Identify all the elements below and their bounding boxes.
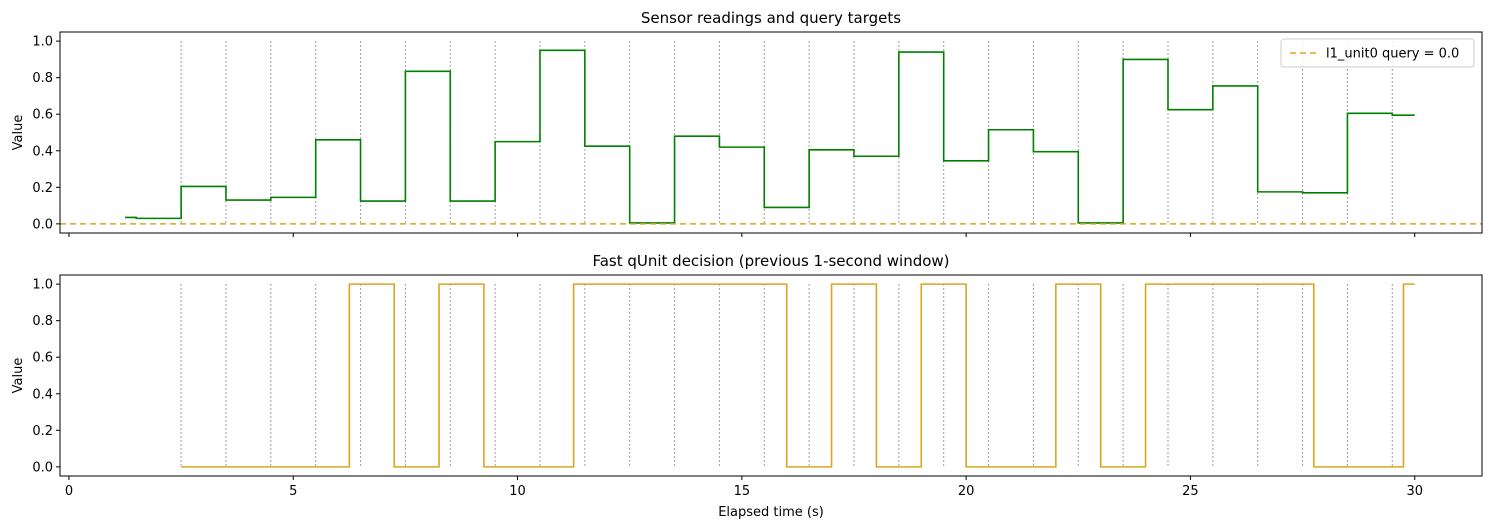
legend: l1_unit0 query = 0.0 — [1280, 38, 1475, 68]
plot-frame — [59, 31, 1483, 234]
x-tick-label: 0 — [65, 484, 73, 499]
x-tick-label: 15 — [734, 484, 751, 499]
x-tick-label: 25 — [1182, 484, 1199, 499]
y-tick-label: 0.0 — [32, 460, 53, 475]
x-tick-label: 10 — [509, 484, 526, 499]
x-axis-label: Elapsed time (s) — [718, 505, 824, 520]
y-tick-label: 0.2 — [32, 424, 53, 439]
x-tick-label: 5 — [289, 484, 297, 499]
chart-title: Fast qUnit decision (previous 1-second w… — [592, 252, 949, 270]
chart-title: Sensor readings and query targets — [641, 9, 901, 27]
y-tick-label: 1.0 — [32, 278, 53, 293]
legend-box — [1280, 38, 1475, 68]
x-tick-label: 20 — [958, 484, 975, 499]
subplot-1: Sensor readings and query targets 0.0 0.2 0… — [11, 9, 1483, 237]
series-step-line — [125, 49, 1415, 224]
y-tick-label: 0.6 — [32, 108, 53, 123]
legend-label: l1_unit0 query = 0.0 — [1326, 47, 1459, 62]
plot-frame — [59, 274, 1483, 477]
y-tick-label: 0.2 — [32, 181, 53, 196]
y-tick-label: 0.8 — [32, 314, 53, 329]
y-tick-label: 0.4 — [32, 387, 53, 402]
y-axis-label: Value — [11, 358, 26, 394]
series-step-line — [181, 283, 1415, 468]
y-tick-label: 0.6 — [32, 351, 53, 366]
y-tick-label: 0.8 — [32, 71, 53, 86]
x-tick-label: 30 — [1406, 484, 1423, 499]
y-tick-label: 1.0 — [32, 35, 53, 50]
subplot-2: Fast qUnit decision (previous 1-second w… — [11, 252, 1483, 520]
y-tick-label: 0.4 — [32, 144, 53, 159]
y-axis-label: Value — [11, 115, 26, 151]
y-tick-label: 0.0 — [32, 217, 53, 232]
